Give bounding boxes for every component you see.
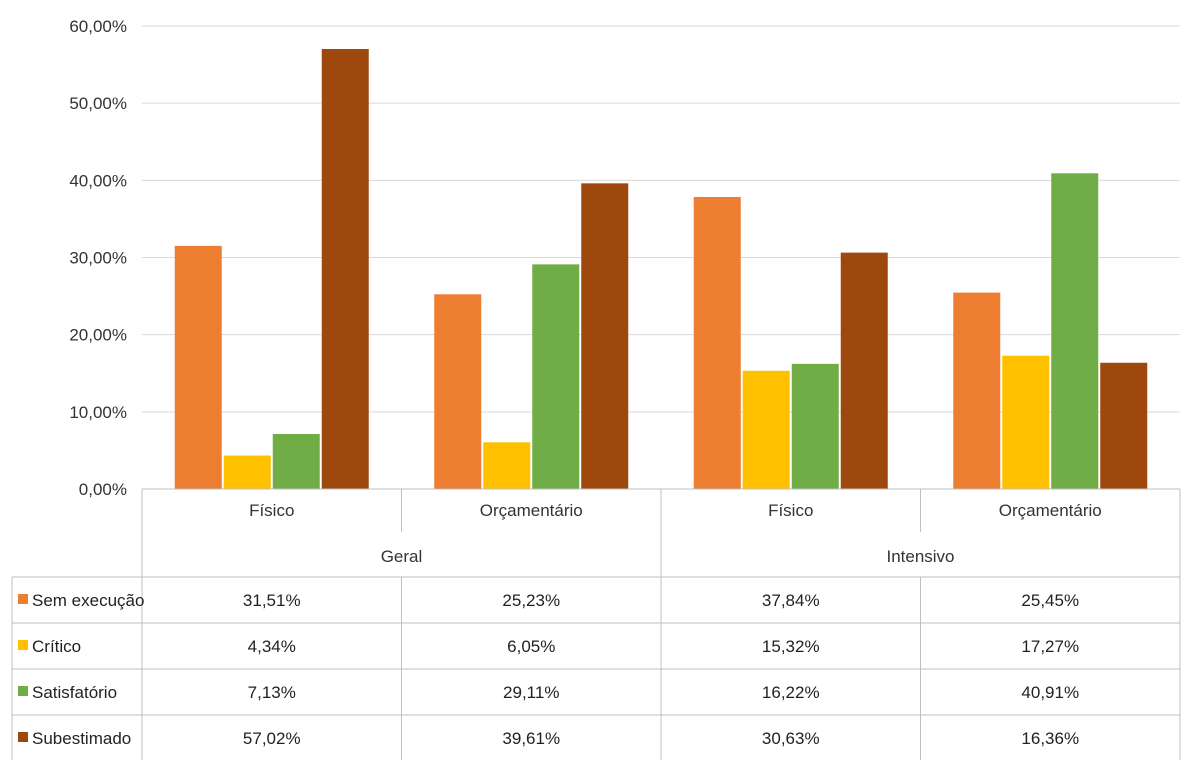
legend-label: Subestimado: [32, 729, 131, 748]
legend-swatch: [18, 686, 28, 696]
category-label: Orçamentário: [999, 501, 1102, 520]
bar-satisfat-rio: [532, 264, 580, 489]
y-tick-label: 0,00%: [79, 480, 127, 499]
data-table-cell: 25,45%: [1021, 591, 1079, 610]
bar-subestimado: [581, 183, 629, 489]
bar-cr-tico: [742, 370, 790, 489]
legend-label: Satisfatório: [32, 683, 117, 702]
legend-label: Crítico: [32, 637, 81, 656]
legend-label: Sem execução: [32, 591, 144, 610]
data-table-cell: 15,32%: [762, 637, 820, 656]
y-tick-label: 50,00%: [69, 94, 127, 113]
bar-sem-execu-o: [693, 197, 741, 489]
legend-swatch: [18, 732, 28, 742]
data-table-cell: 16,36%: [1021, 729, 1079, 748]
group-label: Geral: [381, 547, 423, 566]
data-table-cell: 30,63%: [762, 729, 820, 748]
y-tick-label: 40,00%: [69, 171, 127, 190]
bar-cr-tico: [483, 442, 531, 489]
data-table-cell: 17,27%: [1021, 637, 1079, 656]
data-table-cell: 29,11%: [503, 683, 559, 702]
bar-sem-execu-o: [174, 245, 222, 489]
data-table-cell: 6,05%: [507, 637, 555, 656]
data-table-cell: 25,23%: [502, 591, 560, 610]
y-tick-label: 30,00%: [69, 249, 127, 268]
legend-swatch: [18, 594, 28, 604]
bar-sem-execu-o: [434, 294, 482, 489]
y-tick-label: 60,00%: [69, 17, 127, 36]
y-tick-label: 20,00%: [69, 326, 127, 345]
category-label: Físico: [249, 501, 294, 520]
data-table-cell: 7,13%: [248, 683, 296, 702]
legend-swatch: [18, 640, 28, 650]
bar-satisfat-rio: [791, 363, 839, 489]
bar-cr-tico: [1002, 355, 1050, 489]
data-table-cell: 57,02%: [243, 729, 301, 748]
bar-subestimado: [840, 252, 888, 489]
bar-subestimado: [321, 48, 369, 489]
bar-satisfat-rio: [1051, 173, 1099, 490]
category-label: Físico: [768, 501, 813, 520]
bar-subestimado: [1100, 362, 1148, 489]
data-table-cell: 40,91%: [1021, 683, 1079, 702]
y-tick-label: 10,00%: [69, 403, 127, 422]
category-label: Orçamentário: [480, 501, 583, 520]
data-table-cell: 16,22%: [762, 683, 820, 702]
group-label: Intensivo: [886, 547, 954, 566]
bar-satisfat-rio: [272, 433, 320, 489]
data-table-cell: 4,34%: [248, 637, 296, 656]
bar-cr-tico: [223, 455, 271, 489]
data-table-cell: 39,61%: [502, 729, 560, 748]
data-table-cell: 37,84%: [762, 591, 820, 610]
bar-sem-execu-o: [953, 292, 1001, 489]
data-table-cell: 31,51%: [243, 591, 301, 610]
